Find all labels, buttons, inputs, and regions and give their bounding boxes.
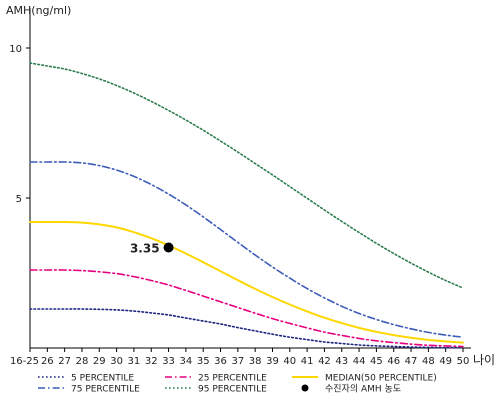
x-tick-label: 40	[283, 356, 296, 367]
x-tick-label: 49	[439, 356, 452, 367]
x-tick-label: 33	[162, 356, 175, 367]
series-line-75-percentile	[29, 161, 464, 338]
x-tick-label: 27	[58, 356, 71, 367]
y-tick-label: 10	[9, 44, 22, 55]
x-tick-label: 36	[214, 356, 227, 367]
series-line-median-50-percentile	[29, 220, 464, 344]
patient-amh-value-label: 3.35	[130, 242, 160, 256]
x-tick-label: 42	[318, 356, 331, 367]
series-line-25-percentile	[29, 269, 464, 348]
legend-marker-swatch	[301, 384, 309, 392]
x-tick-label: 28	[76, 356, 89, 367]
x-tick-label: 39	[266, 356, 279, 367]
marker-layer: 3.35	[130, 242, 174, 256]
x-tick-label: 45	[370, 356, 383, 367]
x-tick-label: 43	[335, 356, 348, 367]
x-tick-label: 41	[301, 356, 314, 367]
x-tick-label: 16-25	[10, 356, 39, 367]
series-line-95-percentile	[29, 62, 464, 289]
x-tick-label: 31	[128, 356, 141, 367]
x-tick-label: 48	[422, 356, 435, 367]
legend-label: 5 PERCENTILE	[71, 374, 134, 384]
x-tick-label: 35	[197, 356, 210, 367]
series-lines	[29, 62, 464, 349]
legend: 5 PERCENTILE 25 PERCENTILE MEDIAN(50 PERCE…	[38, 374, 437, 395]
x-tick-label: 26	[41, 356, 54, 367]
x-tick-label: 29	[93, 356, 106, 367]
x-axis-label: 나이	[473, 353, 495, 367]
x-tick-label: 50	[457, 356, 470, 367]
axes: AMH(ng/ml) 5 10 16-25 26 27 28 29 30 31 32 33 34 35 36…	[6, 4, 495, 367]
x-tick-label: 34	[180, 356, 193, 367]
x-tick-label: 30	[110, 356, 123, 367]
x-tick-label: 37	[231, 356, 244, 367]
x-tick-label: 38	[249, 356, 262, 367]
legend-label: 25 PERCENTILE	[198, 374, 267, 384]
legend-label: 75 PERCENTILE	[71, 385, 140, 395]
x-tick-label: 47	[405, 356, 418, 367]
patient-amh-marker	[163, 242, 174, 253]
y-tick-label: 5	[16, 194, 22, 205]
legend-label: MEDIAN(50 PERCENTILE)	[325, 374, 437, 384]
x-tick-label: 46	[387, 356, 400, 367]
x-tick-label: 32	[145, 356, 158, 367]
series-line-5-percentile	[29, 308, 464, 349]
y-axis-label: AMH(ng/ml)	[6, 4, 71, 17]
legend-label: 95 PERCENTILE	[198, 385, 267, 395]
x-tick-label: 44	[353, 356, 366, 367]
legend-label: 수진자의 AMH 농도	[325, 384, 401, 395]
